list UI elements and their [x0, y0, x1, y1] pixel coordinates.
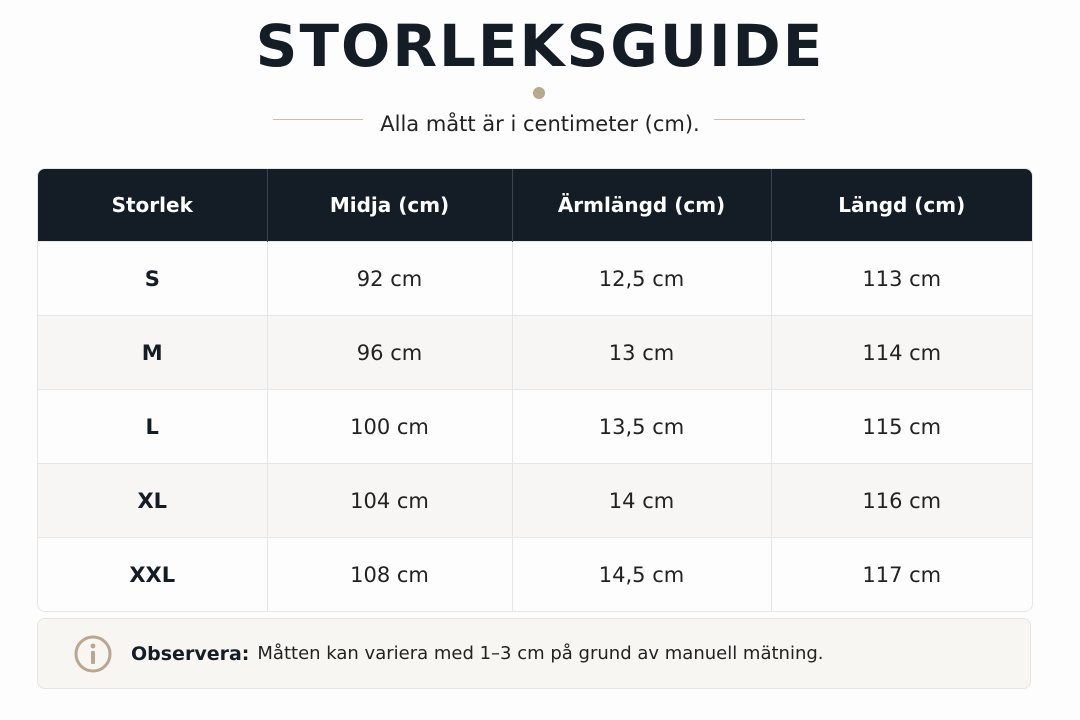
- info-icon: [74, 635, 112, 672]
- table-row: M 96 cm 13 cm 114 cm: [38, 315, 1032, 390]
- table-cell: 115 cm: [770, 389, 1032, 464]
- table-row: S 92 cm 12,5 cm 113 cm: [38, 241, 1032, 316]
- table-cell: 117 cm: [770, 537, 1032, 611]
- table-container: Storlek Midja (cm) Ärmlängd (cm) Längd (cm)…: [37, 168, 1033, 612]
- size-cell: M: [38, 315, 267, 390]
- size-cell: XL: [38, 463, 267, 538]
- title: STORLEKSGUIDE: [255, 12, 825, 80]
- table-cell: 96 cm: [266, 315, 512, 390]
- column-header: Längd (cm): [770, 169, 1032, 242]
- size-cell: L: [38, 389, 267, 464]
- size-table: Storlek Midja (cm) Ärmlängd (cm) Längd (cm)…: [38, 169, 1032, 611]
- table-row: XXL 108 cm 14,5 cm 117 cm: [38, 537, 1032, 611]
- table-cell: 14 cm: [511, 463, 771, 538]
- size-cell: XXL: [38, 537, 267, 611]
- table-cell: 104 cm: [266, 463, 512, 538]
- table-cell: 13 cm: [511, 315, 771, 390]
- table-cell: 114 cm: [770, 315, 1032, 390]
- decor-rule: [273, 119, 363, 120]
- table-row: XL 104 cm 14 cm 116 cm: [38, 463, 1032, 538]
- table-cell: 116 cm: [770, 463, 1032, 538]
- table-cell: 12,5 cm: [511, 241, 771, 316]
- table-cell: 100 cm: [266, 389, 512, 464]
- header-row: Storlek Midja (cm) Ärmlängd (cm) Längd (cm): [38, 169, 1032, 242]
- note-label: Observera:: [131, 642, 250, 665]
- table-cell: 92 cm: [266, 241, 512, 316]
- decor-rule: [714, 119, 805, 120]
- table-cell: 13,5 cm: [511, 389, 771, 464]
- table-cell: 113 cm: [770, 241, 1032, 316]
- subtitle: Alla mått är i centimeter (cm).: [380, 112, 700, 136]
- table-body: S 92 cm 12,5 cm 113 cm M 96 cm 13 cm 114 cm L 100…: [38, 241, 1032, 611]
- table-cell: 14,5 cm: [511, 537, 771, 611]
- decor-dot: [533, 87, 545, 99]
- table-row: L 100 cm 13,5 cm 115 cm: [38, 389, 1032, 464]
- note-text: Måtten kan variera med 1–3 cm på grund a…: [257, 643, 824, 664]
- size-cell: S: [38, 241, 267, 316]
- column-header: Midja (cm): [266, 169, 512, 242]
- note-box: Observera: Måtten kan variera med 1–3 cm…: [37, 618, 1031, 689]
- column-header: Ärmlängd (cm): [511, 169, 771, 242]
- column-header: Storlek: [38, 169, 267, 242]
- table-cell: 108 cm: [266, 537, 512, 611]
